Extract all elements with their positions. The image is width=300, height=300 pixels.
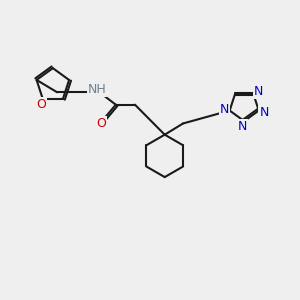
Text: N: N xyxy=(220,103,229,116)
Text: N: N xyxy=(238,120,248,133)
Text: N: N xyxy=(254,85,263,98)
Text: NH: NH xyxy=(88,83,106,97)
Text: O: O xyxy=(36,98,46,111)
Text: O: O xyxy=(96,117,106,130)
Text: N: N xyxy=(260,106,269,118)
